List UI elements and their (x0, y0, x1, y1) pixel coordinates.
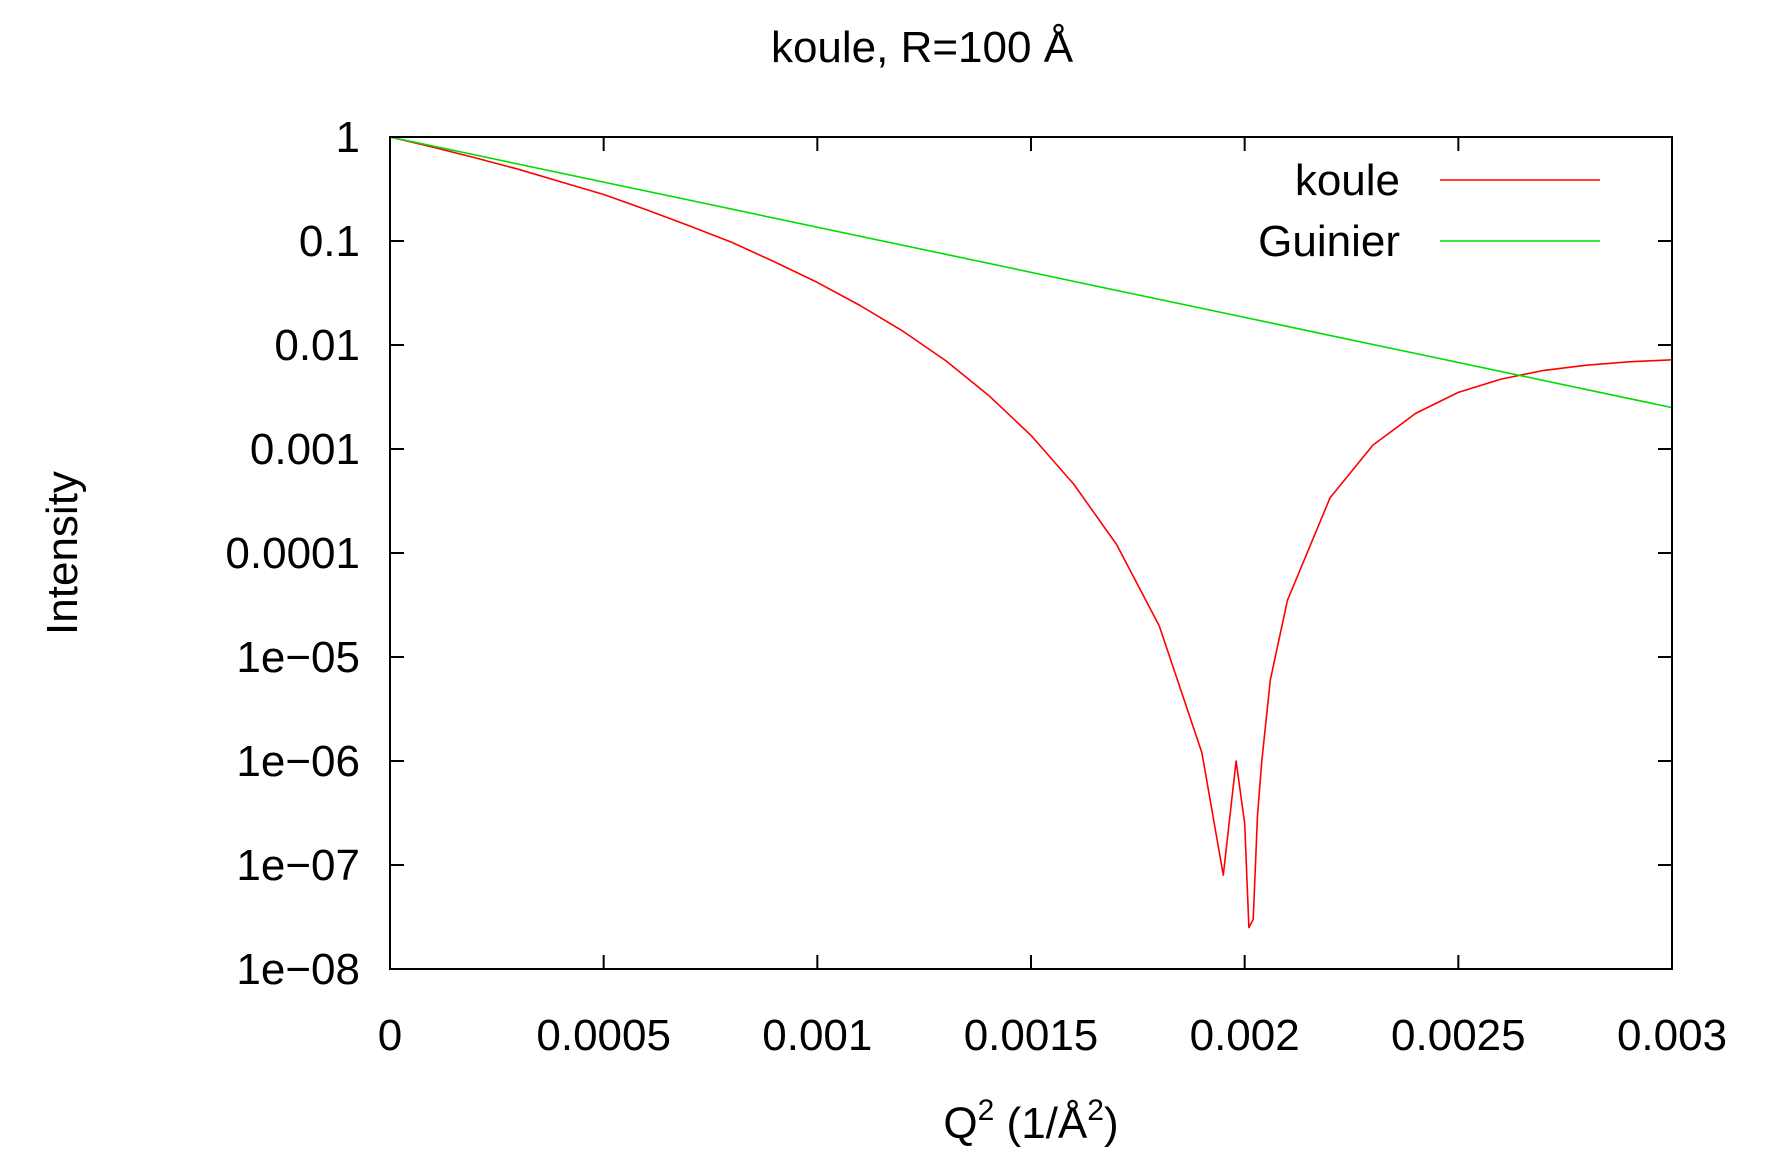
y-tick-label: 0.01 (274, 321, 360, 370)
y-tick-label: 1 (336, 113, 360, 162)
x-tick-label: 0.001 (762, 1011, 872, 1060)
series-line-koule (389, 136, 1673, 929)
x-tick-label: 0.0005 (536, 1011, 671, 1060)
y-axis: 1 0.1 0.01 0.001 0.0001 1e−05 1e−06 1e−07 1e−08 (225, 113, 1672, 994)
x-axis-label-sup2: 2 (1087, 1094, 1104, 1127)
y-axis-label: Intensity (38, 471, 87, 635)
y-tick-label: 0.0001 (225, 529, 360, 578)
legend-label-koule: koule (1295, 156, 1400, 205)
y-tick-label: 1e−08 (236, 945, 360, 994)
y-tick-label: 0.1 (299, 217, 360, 266)
x-axis-label-sup: 2 (978, 1094, 995, 1127)
x-axis-label-mid: (1/Å (994, 1099, 1088, 1148)
plot-frame (389, 136, 1673, 970)
x-tick-label: 0.002 (1190, 1011, 1300, 1060)
y-tick-label: 1e−05 (236, 633, 360, 682)
legend-label-guinier: Guinier (1258, 217, 1400, 266)
y-tick-label: 1e−07 (236, 841, 360, 890)
x-tick-label: 0.003 (1617, 1011, 1727, 1060)
x-axis: 0 0.0005 0.001 0.0015 0.002 0.0025 0.003 (378, 137, 1727, 1060)
x-axis-label-tail: ) (1104, 1099, 1119, 1148)
chart-title: koule, R=100 Å (771, 23, 1074, 72)
y-tick-label: 0.001 (250, 425, 360, 474)
x-tick-label: 0 (378, 1011, 402, 1060)
legend: koule Guinier (1258, 156, 1600, 266)
data-curves (389, 136, 1673, 929)
x-axis-label: Q2 (1/Å2) (943, 1094, 1118, 1148)
x-tick-label: 0.0015 (964, 1011, 1099, 1060)
x-axis-label-base: Q (943, 1099, 977, 1148)
series-line-guinier (389, 136, 1673, 409)
y-tick-label: 1e−06 (236, 737, 360, 786)
x-tick-label: 0.0025 (1391, 1011, 1526, 1060)
